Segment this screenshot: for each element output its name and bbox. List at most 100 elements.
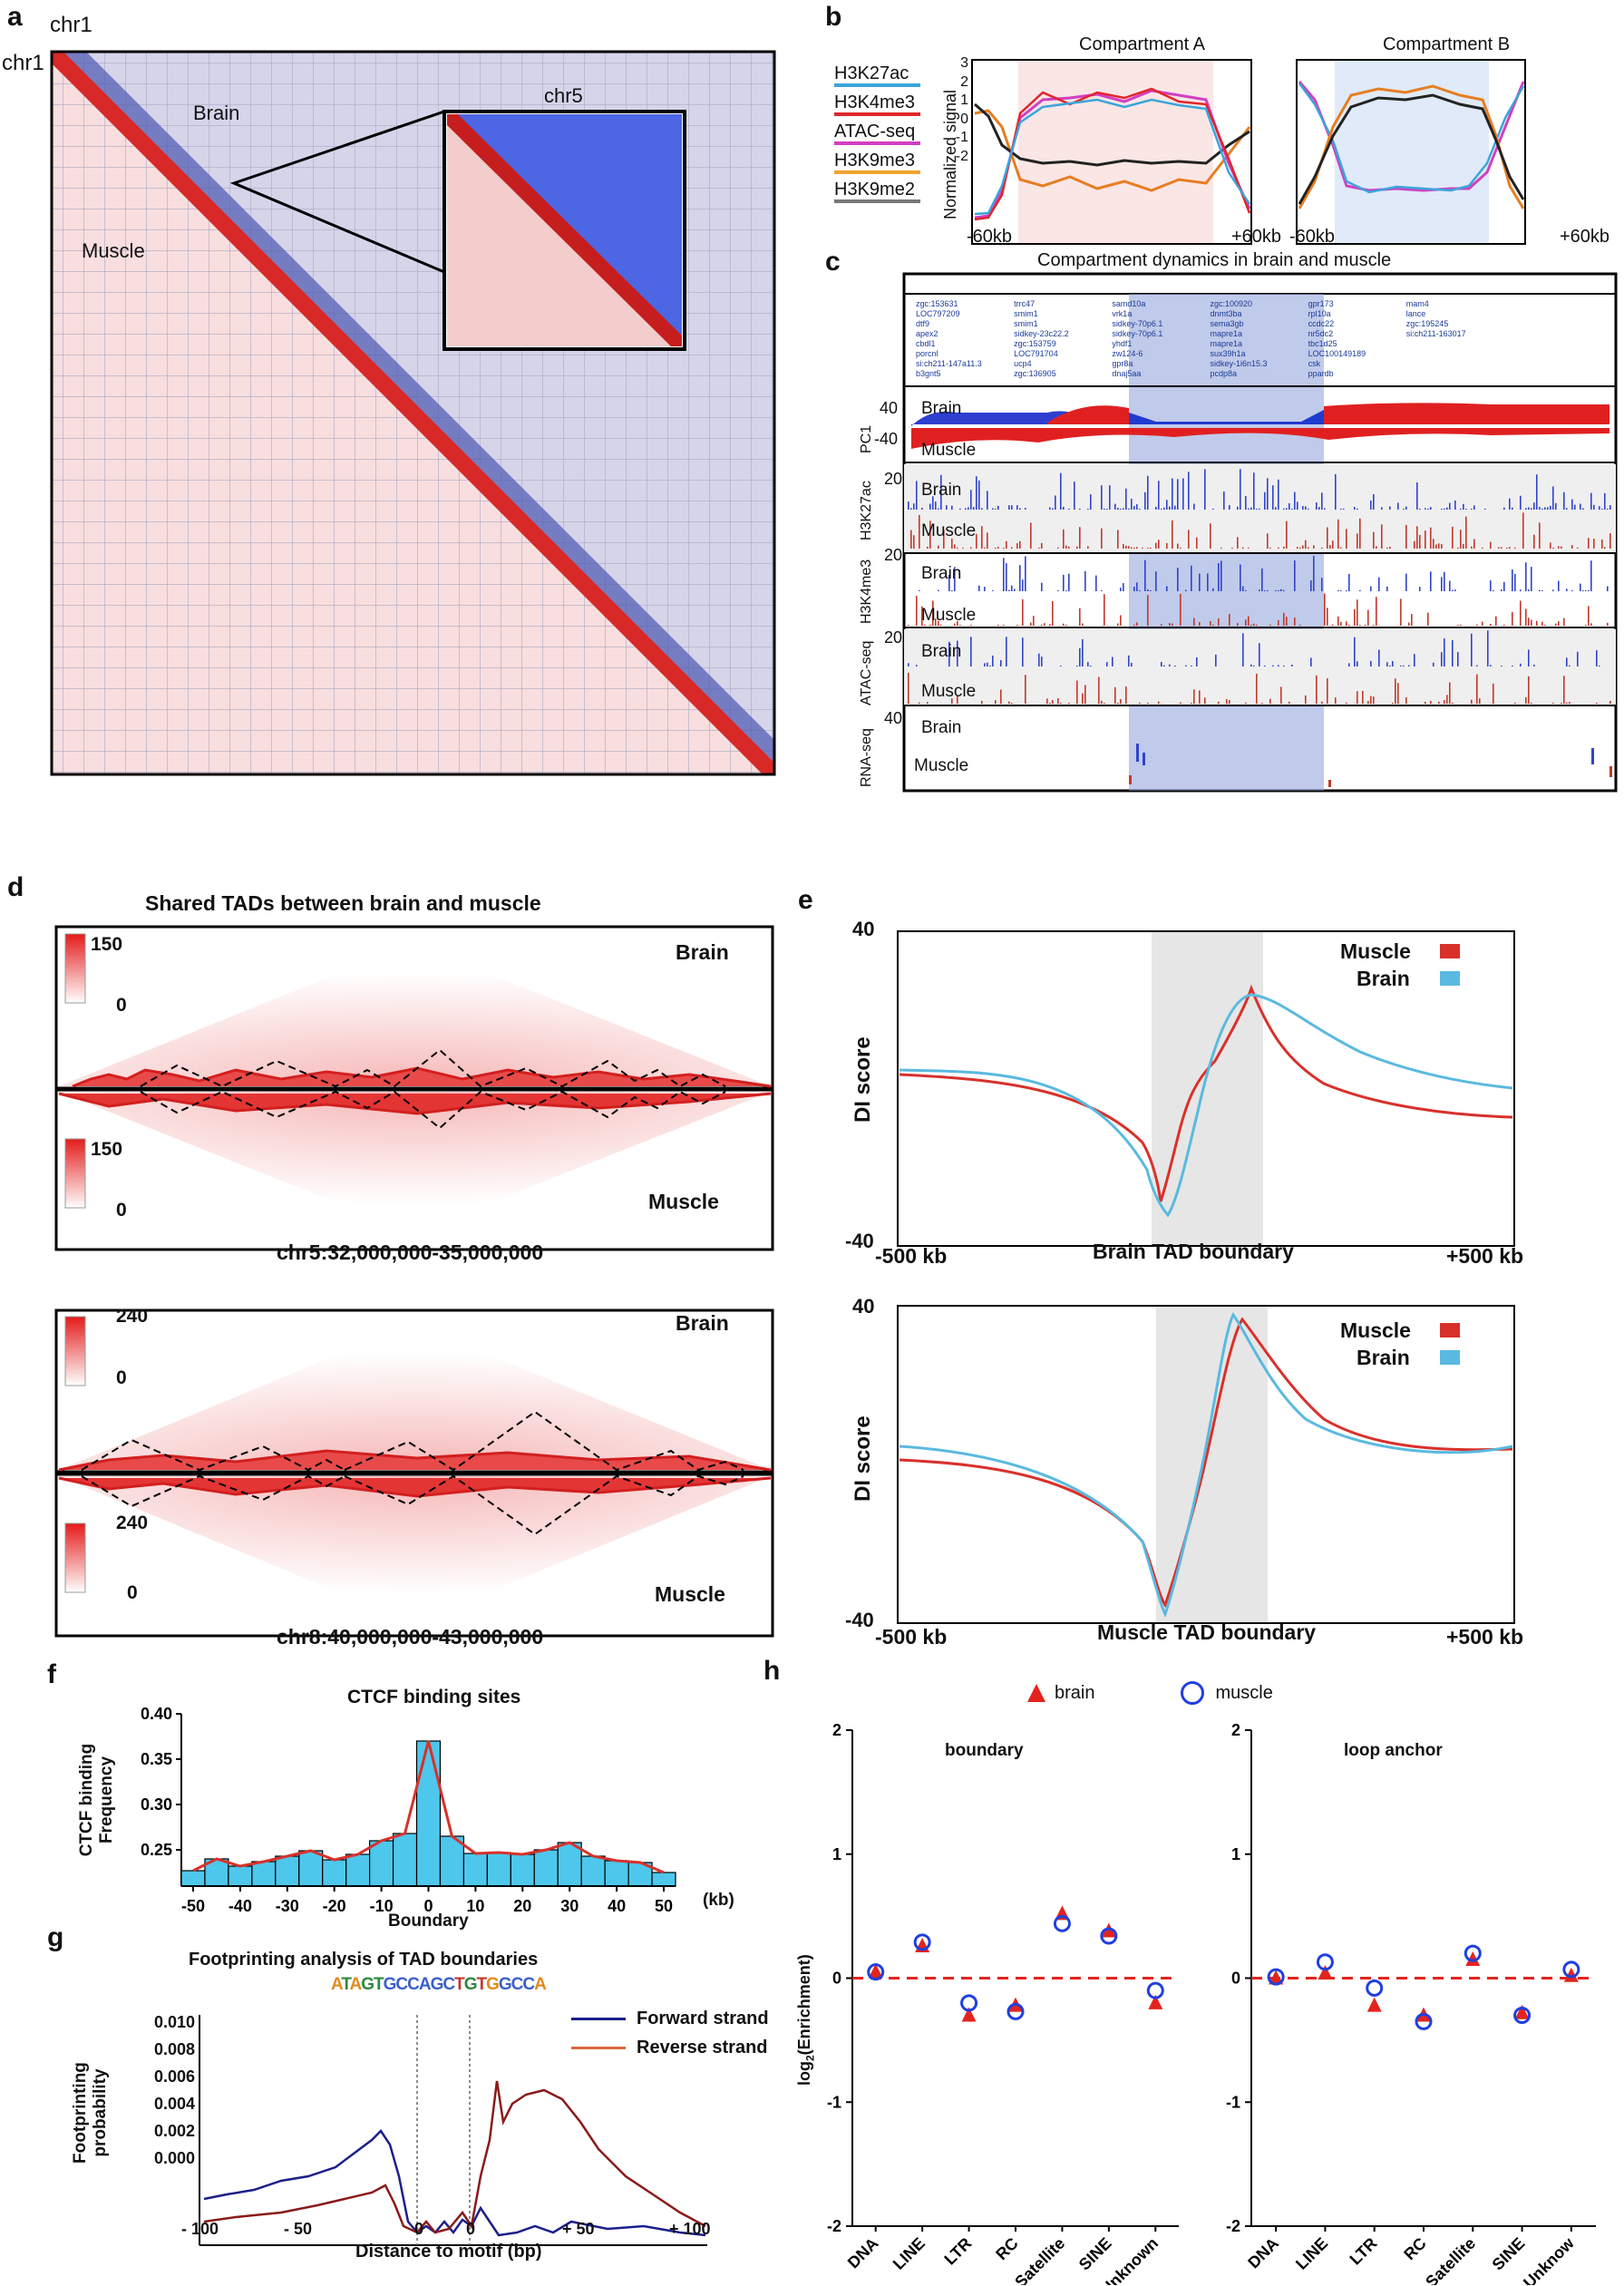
ctcf-bar: [415, 1740, 442, 1887]
d1-region: chr5:32,000,000-35,000,000: [277, 1240, 544, 1264]
panel-label-b: b: [825, 2, 842, 32]
signal-bar: [1207, 573, 1209, 591]
signal-bar: [1452, 702, 1454, 704]
signal-bar: [1416, 526, 1418, 549]
signal-bar: [1188, 472, 1190, 510]
signal-bar: [1161, 661, 1162, 666]
muscle-point: [1366, 1979, 1384, 1997]
signal-bar: [1520, 600, 1522, 626]
signal-bar: [1191, 703, 1192, 704]
signal-bar: [1269, 624, 1271, 626]
d2-min-brain: 0: [116, 1367, 127, 1388]
signal-bar: [1218, 701, 1220, 704]
signal-bar: [1531, 619, 1532, 626]
signal-bar: [1340, 589, 1342, 591]
signal-bar: [1038, 653, 1040, 666]
signal-bar: [1278, 479, 1279, 510]
signal-bar: [1218, 618, 1220, 626]
signal-bar: [1430, 571, 1432, 591]
signal-bar: [1514, 573, 1516, 591]
signal-bar: [1114, 503, 1116, 510]
signal-bar: [1566, 508, 1568, 510]
signal-bar: [1172, 623, 1173, 626]
signal-bar: [1016, 543, 1018, 549]
panel-label-d: d: [7, 872, 24, 902]
signal-bar: [1601, 509, 1603, 510]
signal-bar: [1155, 506, 1157, 510]
e2-legend: Muscle Brain: [1340, 1317, 1460, 1371]
signal-bar: [1593, 539, 1595, 549]
signal-bar: [1041, 657, 1043, 666]
signal-bar: [1144, 559, 1146, 591]
f-ytick-label: 0.30: [141, 1795, 172, 1814]
signal-bar: [1316, 675, 1318, 704]
signal-bar: [1357, 533, 1358, 549]
signal-bar: [1139, 702, 1141, 704]
signal-bar: [1011, 547, 1013, 549]
signal-bar: [1463, 543, 1464, 549]
signal-bar: [1514, 547, 1516, 549]
signal-bar: [1512, 612, 1513, 626]
signal-bar: [1536, 474, 1538, 510]
signal-bar: [1261, 568, 1263, 591]
panel-label-c: c: [825, 247, 841, 277]
h3k4me3-brain: Brain: [921, 564, 962, 583]
f-xtick-label: -20: [323, 1897, 346, 1915]
signal-bar: [1354, 608, 1356, 626]
signal-bar: [1588, 606, 1590, 626]
signal-bar: [1354, 637, 1356, 666]
signal-bar: [1539, 507, 1541, 510]
signal-bar: [1133, 506, 1135, 510]
signal-bar: [951, 538, 953, 549]
h-category-label: LINE: [890, 2234, 929, 2273]
signal-bar: [1259, 508, 1260, 510]
signal-bar: [1166, 542, 1168, 549]
signal-bar: [1310, 657, 1312, 666]
signal-bar: [1609, 505, 1611, 510]
h-category-label: RC: [1400, 2234, 1430, 2264]
signal-bar: [1253, 472, 1255, 510]
signal-bar: [1490, 541, 1492, 549]
signal-bar: [1482, 621, 1483, 626]
signal-bar: [1144, 491, 1146, 510]
rna-bar: [1591, 748, 1594, 764]
signal-bar: [1346, 589, 1347, 591]
signal-bar: [1457, 625, 1459, 626]
signal-bar: [1117, 623, 1119, 626]
signal-bar: [1482, 547, 1483, 549]
signal-bar: [1452, 589, 1454, 591]
d1-min-brain: 0: [116, 995, 127, 1016]
d1-brain: Brain: [676, 940, 729, 964]
signal-bar: [1278, 589, 1279, 591]
signal-bar: [1585, 624, 1587, 626]
b-xleft-b: -60kb: [1289, 227, 1336, 247]
signal-bar: [1392, 702, 1394, 704]
signal-bar: [1294, 491, 1296, 510]
signal-bar: [1063, 529, 1065, 549]
ctcf-bar: [486, 1852, 511, 1887]
signal-bar: [1566, 657, 1568, 666]
b-yticks: 3 2 1 0 -1 -2: [955, 55, 968, 164]
signal-bar: [948, 575, 950, 591]
g-xtick-m100: - 100: [181, 2220, 219, 2238]
signal-bar: [1123, 543, 1124, 549]
hic-map-chr1: [50, 50, 776, 776]
signal-bar: [1441, 652, 1443, 666]
signal-bar: [1563, 676, 1565, 704]
ctcf-bar: [322, 1859, 347, 1887]
legend-h3k27ac: H3K27ac: [834, 63, 920, 87]
signal-bar: [1057, 698, 1059, 704]
signal-bar: [1158, 701, 1160, 704]
signal-bar: [1237, 623, 1239, 626]
d2-max-brain: 240: [116, 1306, 149, 1327]
signal-bar: [1528, 649, 1530, 666]
signal-bar: [935, 618, 937, 626]
signal-bar: [1079, 608, 1081, 626]
signal-bar: [957, 695, 958, 704]
signal-bar: [1574, 504, 1576, 510]
signal-bar: [1449, 502, 1451, 510]
signal-bar: [1133, 586, 1135, 591]
signal-bar: [1049, 624, 1051, 626]
signal-bar: [1177, 567, 1179, 591]
signal-bar: [1117, 530, 1119, 549]
